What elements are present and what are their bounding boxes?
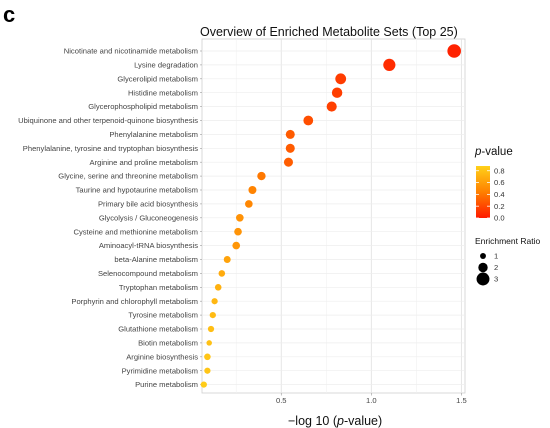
data-point — [234, 227, 242, 236]
size-legend-label: 3 — [494, 275, 498, 284]
y-tick-label: Tyrosine metabolism — [128, 311, 198, 320]
data-point — [206, 340, 212, 346]
data-point — [383, 58, 396, 71]
data-point — [257, 171, 266, 181]
y-tick-label: Pyrimidine metabolism — [122, 366, 198, 375]
size-legend-label: 2 — [494, 263, 498, 272]
y-tick-label: Histidine metabolism — [128, 88, 198, 97]
y-tick-label: Arginine and proline metabolism — [90, 158, 198, 167]
data-point — [211, 298, 218, 305]
y-tick-label: Purine metabolism — [135, 380, 198, 389]
colorbar-tick-label: 0.6 — [494, 178, 505, 187]
y-tick-label: Glycerolipid metabolism — [117, 74, 198, 83]
x-tick-label: 0.5 — [276, 396, 287, 405]
data-point — [285, 129, 295, 139]
y-tick-label: Primary bile acid biosynthesis — [98, 200, 198, 209]
p-value-colorbar — [476, 166, 490, 218]
data-point — [207, 325, 215, 333]
plot-panel-border — [201, 38, 466, 394]
x-axis-label-suffix: -value) — [343, 414, 383, 428]
y-tick-label: Ubiquinone and other terpenoid-quinone b… — [18, 116, 198, 125]
x-axis-label-prefix: −log 10 ( — [288, 414, 337, 428]
colorbar-tick-label: 0.8 — [494, 166, 505, 175]
colorbar-tick-label: 0.0 — [494, 214, 505, 223]
data-point — [335, 73, 347, 85]
data-point — [214, 284, 222, 291]
y-tick-label: Nicotinate and nicotinamide metabolism — [64, 47, 198, 56]
size-legend-dot — [478, 262, 488, 273]
x-tick-label: 1.5 — [456, 396, 467, 405]
x-axis-label: −log 10 (p-value) — [288, 414, 382, 428]
y-tick-label: Biotin metabolism — [138, 339, 198, 348]
y-tick-label: Taurine and hypotaurine metabolism — [76, 186, 198, 195]
data-point — [236, 213, 244, 222]
colorbar-tick-label: 0.4 — [494, 190, 505, 199]
y-tick-label: Lysine degradation — [134, 61, 198, 70]
y-tick-label: Arginine biosynthesis — [126, 352, 198, 361]
colorbar-tick-label: 0.2 — [494, 202, 505, 211]
size-legend-dot — [480, 253, 486, 259]
y-tick-label: Glutathione metabolism — [118, 325, 198, 334]
color-legend-title-suffix: -value — [481, 146, 513, 158]
size-legend-label: 1 — [494, 252, 498, 261]
data-point — [447, 44, 461, 58]
data-point — [204, 353, 211, 361]
x-axis-label-italic: p — [337, 414, 344, 428]
data-point — [245, 200, 253, 208]
chart-title: Overview of Enriched Metabolite Sets (To… — [200, 25, 458, 39]
data-point — [331, 87, 343, 98]
data-point — [232, 241, 241, 250]
data-point — [326, 101, 337, 112]
data-point — [303, 115, 314, 126]
data-point — [248, 186, 257, 194]
data-point — [223, 256, 231, 263]
y-tick-label: Porphyrin and chlorophyll metabolism — [71, 297, 198, 306]
x-tick-label: 1.0 — [366, 396, 377, 405]
data-point — [209, 311, 216, 319]
size-legend-dot — [476, 272, 490, 286]
data-point — [204, 367, 211, 374]
color-legend-title-italic: p — [475, 146, 482, 158]
y-tick-label: Cysteine and methionine metabolism — [73, 227, 198, 236]
y-tick-label: Aminoacyl-tRNA biosynthesis — [99, 241, 198, 250]
size-legend-title: Enrichment Ratio — [475, 236, 541, 246]
y-tick-label: Glycolysis / Gluconeogenesis — [99, 213, 198, 222]
data-point — [285, 143, 295, 153]
y-tick-label: Phenylalanine, tyrosine and tryptophan b… — [23, 144, 198, 153]
y-tick-label: beta-Alanine metabolism — [114, 255, 198, 264]
data-point — [200, 381, 207, 388]
data-point — [283, 157, 293, 167]
y-tick-label: Selenocompound metabolism — [98, 269, 198, 278]
y-tick-label: Tryptophan metabolism — [119, 283, 198, 292]
y-tick-label: Glycine, serine and threonine metabolism — [58, 172, 198, 181]
panel-label: c — [3, 2, 16, 27]
color-legend-title: p-value — [475, 146, 513, 158]
y-tick-label: Glycerophospholipid metabolism — [88, 102, 198, 111]
y-tick-label: Phenylalanine metabolism — [109, 130, 198, 139]
data-point — [218, 270, 226, 277]
